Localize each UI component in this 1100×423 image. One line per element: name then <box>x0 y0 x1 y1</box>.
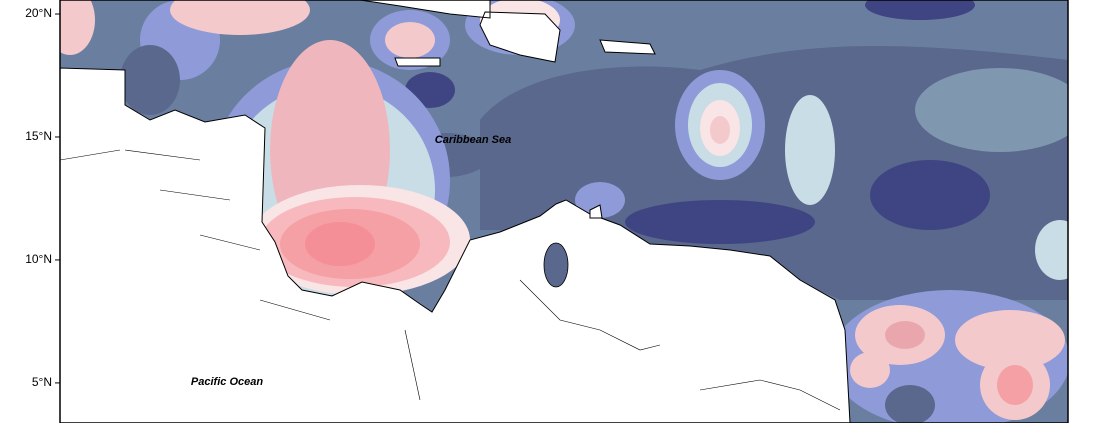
ocean-label: Pacific Ocean <box>191 376 263 388</box>
borders <box>59 149 841 411</box>
map-frame <box>59 0 1069 423</box>
y-tick-label: 20°N <box>25 6 52 20</box>
land <box>59 67 851 423</box>
y-tick-label: 10°N <box>25 252 52 266</box>
lake <box>543 242 569 288</box>
sea-label: Caribbean Sea <box>435 134 511 146</box>
y-tick-label: 15°N <box>25 129 52 143</box>
y-tick-label: 5°N <box>32 375 52 389</box>
contour-field <box>60 0 1068 423</box>
islands <box>359 0 656 219</box>
